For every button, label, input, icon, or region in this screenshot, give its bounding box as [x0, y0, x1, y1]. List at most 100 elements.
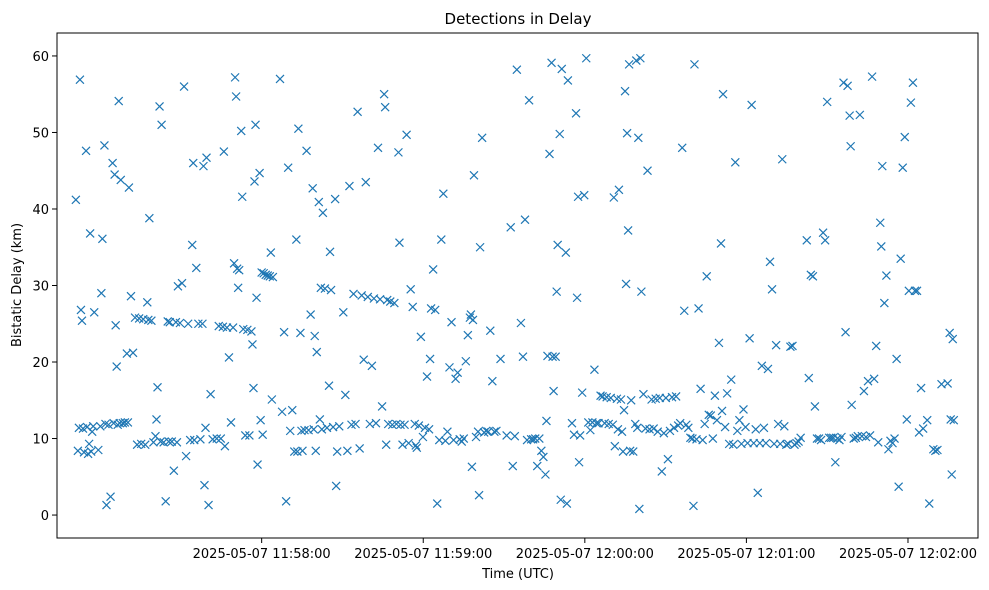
data-point: [279, 327, 289, 337]
data-point: [199, 161, 208, 171]
data-point: [551, 352, 561, 362]
data-point: [312, 347, 322, 357]
data-point: [283, 163, 293, 173]
data-point: [144, 213, 154, 223]
data-point: [716, 238, 726, 248]
data-point: [177, 278, 187, 288]
data-point: [613, 424, 623, 434]
data-point: [846, 141, 856, 151]
data-point: [849, 434, 859, 443]
data-point: [428, 265, 438, 274]
data-point: [804, 373, 814, 383]
data-point: [414, 421, 424, 430]
data-point: [116, 175, 126, 185]
data-point: [432, 499, 442, 508]
y-axis: 0 10 20 30 40 50 60: [32, 50, 57, 524]
data-point: [326, 285, 336, 295]
data-point: [808, 271, 818, 281]
data-point: [93, 445, 103, 455]
data-point: [549, 386, 559, 396]
data-point: [142, 297, 152, 307]
data-point: [946, 414, 956, 424]
data-point: [773, 419, 783, 429]
data-point: [847, 400, 857, 410]
data-point: [690, 59, 699, 69]
data-point: [237, 192, 247, 202]
data-point: [256, 415, 266, 425]
data-point: [381, 440, 391, 450]
data-point: [547, 58, 556, 68]
data-point: [890, 434, 899, 443]
data-point: [451, 374, 461, 384]
data-point: [425, 354, 435, 364]
data-point: [631, 56, 641, 65]
data-point: [512, 65, 522, 75]
data-point: [412, 443, 422, 453]
data-point: [614, 185, 624, 195]
data-point: [489, 427, 499, 437]
data-point: [751, 424, 761, 434]
data-point: [459, 434, 469, 443]
data-point: [101, 419, 110, 429]
data-point: [124, 183, 134, 192]
data-point: [632, 423, 642, 433]
data-point: [123, 418, 133, 427]
y-tick-label: 0: [41, 509, 49, 524]
data-point: [463, 330, 473, 340]
data-point: [671, 392, 681, 401]
data-point: [839, 78, 848, 88]
data-point: [359, 355, 369, 365]
data-point: [453, 368, 463, 378]
data-point: [266, 248, 276, 258]
data-point: [436, 235, 446, 245]
data-point: [623, 225, 633, 235]
data-point: [888, 438, 897, 448]
data-point: [635, 53, 645, 63]
data-point: [447, 317, 456, 327]
data-point: [247, 326, 256, 336]
data-point: [510, 431, 520, 441]
data-point: [689, 501, 698, 511]
data-point: [75, 75, 85, 85]
data-point: [380, 102, 390, 112]
data-point: [76, 305, 86, 315]
data-point: [338, 307, 348, 317]
data-point: [233, 283, 243, 293]
data-point: [418, 432, 428, 442]
data-point: [309, 424, 319, 434]
data-point: [898, 163, 908, 173]
data-point: [224, 352, 234, 362]
data-point: [212, 434, 222, 443]
data-point: [267, 395, 277, 404]
data-point: [628, 447, 638, 456]
data-point: [717, 406, 727, 416]
data-point: [228, 323, 238, 333]
data-point: [669, 423, 679, 433]
data-point: [291, 235, 301, 245]
data-point: [508, 461, 518, 471]
data-point: [810, 401, 820, 411]
data-point: [191, 263, 201, 273]
data-point: [542, 416, 551, 426]
data-point: [86, 447, 96, 456]
data-point: [830, 457, 840, 467]
data-point: [912, 286, 922, 296]
data-point: [765, 257, 775, 267]
data-point: [175, 318, 185, 328]
data-point: [518, 352, 528, 362]
data-point: [152, 414, 161, 424]
data-point: [710, 391, 720, 401]
data-point: [265, 271, 275, 281]
data-point: [349, 289, 358, 299]
data-point: [930, 446, 940, 456]
data-point: [257, 268, 267, 277]
data-point: [402, 130, 412, 140]
data-point: [355, 444, 365, 453]
data-point: [263, 271, 273, 280]
data-point: [824, 433, 834, 443]
data-point: [916, 383, 926, 393]
data-point: [77, 316, 87, 326]
data-point: [396, 420, 405, 430]
data-point: [633, 133, 643, 143]
data-point: [96, 288, 106, 298]
